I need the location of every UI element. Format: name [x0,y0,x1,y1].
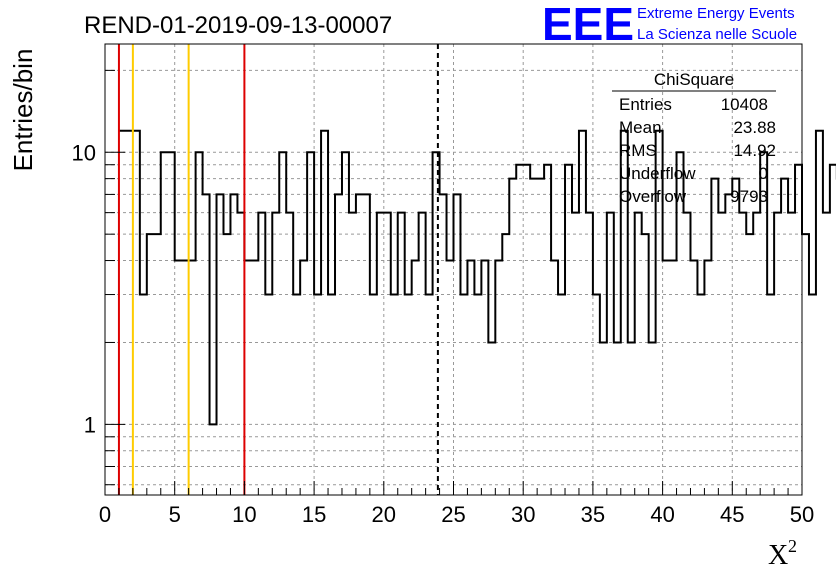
logo-line-2: La Scienza nelle Scuole [637,26,797,43]
eee-logo: EEE [542,0,634,50]
chart-title: REND-01-2019-09-13-00007 [84,12,392,39]
x-tick-label: 45 [720,502,744,527]
x-tick-label: 20 [372,502,396,527]
x-tick-label: 10 [232,502,256,527]
x-tick-label: 30 [511,502,535,527]
x-tick-label: 15 [302,502,326,527]
marker-lines [117,44,439,495]
axis-ticks [104,69,803,495]
stats-box: ChiSquare Entries 10408 Mean 23.88 RMS 1… [612,70,776,206]
x-axis-label-superscript: 2 [788,536,797,556]
stats-label-entries: Entries [619,95,672,114]
x-axis-label: X [768,540,788,571]
stats-label-rms: RMS [619,141,657,160]
histogram-line [118,129,836,426]
x-tick-label: 5 [169,502,181,527]
logo-line-1: Extreme Energy Events [637,5,795,22]
stats-label-mean: Mean [619,118,662,137]
x-tick-label: 40 [650,502,674,527]
x-tick-label: 35 [581,502,605,527]
stats-label-overflow: Overflow [619,187,687,206]
y-axis-label: Entries/bin [8,49,38,172]
stats-title: ChiSquare [654,70,734,89]
stats-label-underflow: Underflow [619,164,696,183]
stats-value-overflow: 9793 [730,187,768,206]
y-tick-label: 10 [72,140,96,165]
x-tick-label: 50 [790,502,814,527]
stats-value-mean: 23.88 [733,118,776,137]
y-tick-label: 1 [84,412,96,437]
histogram-series [118,129,836,426]
stats-value-underflow: 0 [759,164,768,183]
x-tick-label: 0 [99,502,111,527]
x-tick-label: 25 [441,502,465,527]
stats-value-entries: 10408 [721,95,768,114]
stats-value-rms: 14.92 [733,141,776,160]
